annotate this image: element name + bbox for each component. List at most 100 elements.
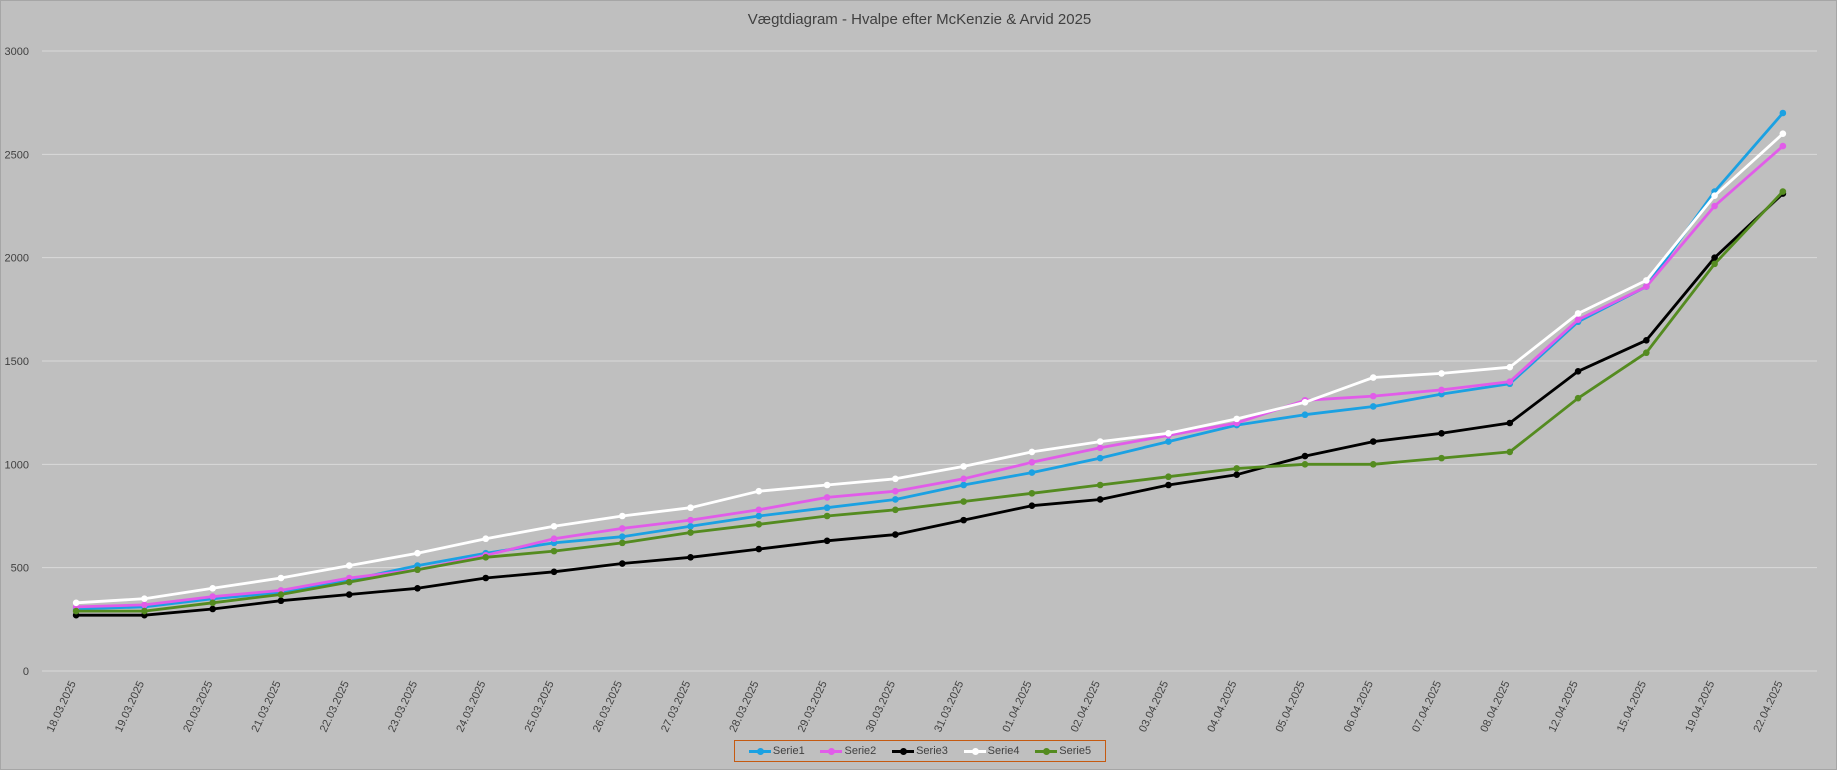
data-point-serie3: [1028, 502, 1036, 509]
data-point-serie2: [1028, 458, 1036, 466]
data-point-serie4: [72, 599, 80, 607]
data-point-serie4: [141, 595, 148, 602]
line-chart: 0 500 1000 1500 2000 2500 3000 18.03.2025 19.03.…: [5, 46, 1817, 734]
data-point-serie5: [892, 506, 899, 514]
legend-swatch: [963, 746, 986, 756]
data-point-serie4: [277, 574, 285, 582]
x-tick-label: 23.03.2025: [386, 679, 420, 734]
data-point-serie4: [1233, 415, 1241, 423]
data-point-serie1: [1096, 454, 1104, 462]
data-point-serie3: [209, 605, 216, 613]
data-point-serie2: [141, 601, 148, 609]
data-point-serie3: [1301, 452, 1309, 460]
data-point-serie1: [960, 481, 967, 489]
data-point-serie2: [1369, 392, 1377, 400]
series-line-serie5: [76, 190, 1784, 613]
data-point-serie2: [755, 506, 763, 514]
data-point-serie5: [1233, 465, 1241, 472]
data-point-serie5: [550, 547, 558, 555]
x-tick-label: 18.03.2025: [45, 679, 79, 734]
data-point-serie3: [1711, 254, 1718, 261]
data-point-serie4: [550, 523, 558, 530]
data-point-serie4: [687, 504, 694, 512]
x-tick-label: 31.03.2025: [932, 679, 966, 734]
x-tick-label: 04.04.2025: [1205, 679, 1239, 734]
data-point-serie3: [277, 597, 285, 605]
y-tick-label: 1500: [5, 356, 29, 368]
series-line-serie4: [76, 132, 1784, 605]
data-point-serie4: [482, 535, 490, 543]
x-tick-label: 12.04.2025: [1547, 679, 1581, 734]
data-point-serie5: [1506, 448, 1514, 456]
x-tick-label: 15.04.2025: [1615, 679, 1649, 734]
data-point-serie1: [1779, 109, 1787, 117]
legend-label: Serie5: [1059, 745, 1092, 757]
x-tick-label: 27.03.2025: [659, 679, 693, 734]
x-tick-label: 08.04.2025: [1478, 679, 1512, 734]
x-tick-label: 01.04.2025: [1000, 679, 1034, 734]
data-point-serie4: [755, 487, 763, 495]
data-point-serie5: [618, 539, 626, 547]
data-point-serie5: [277, 591, 285, 598]
data-point-serie5: [823, 512, 831, 520]
data-point-serie2: [1711, 202, 1718, 210]
data-point-serie3: [1233, 471, 1241, 478]
data-point-serie2: [1438, 386, 1445, 394]
data-point-serie5: [141, 607, 148, 615]
x-tick-label: 21.03.2025: [250, 679, 284, 734]
data-point-serie4: [1643, 277, 1650, 284]
legend-swatch: [748, 746, 771, 756]
data-point-serie3: [345, 591, 353, 598]
series-line-serie2: [76, 145, 1784, 609]
data-point-serie5: [1779, 188, 1787, 195]
data-point-serie5: [209, 599, 216, 607]
data-point-serie4: [618, 512, 626, 520]
data-point-serie4: [1506, 363, 1514, 371]
data-point-serie4: [960, 463, 967, 470]
data-point-serie3: [1369, 438, 1377, 445]
legend-item-serie5: Serie5: [1035, 745, 1091, 757]
data-point-serie5: [1643, 349, 1650, 357]
x-tick-label: 03.04.2025: [1137, 679, 1171, 734]
legend-swatch: [892, 746, 915, 756]
chart-title: Vægtdiagram - Hvalpe efter McKenzie & Ar…: [747, 11, 1092, 28]
x-tick-label: 20.03.2025: [181, 679, 215, 734]
data-point-serie3: [550, 568, 558, 576]
data-point-serie3: [755, 545, 763, 553]
x-tick-label: 02.04.2025: [1069, 679, 1103, 734]
y-tick-label: 2000: [5, 253, 29, 265]
legend-label: Serie1: [772, 745, 805, 757]
data-point-serie3: [960, 516, 967, 524]
legend-label: Serie2: [844, 745, 877, 757]
data-point-serie3: [618, 560, 626, 567]
data-point-serie5: [1711, 260, 1718, 268]
data-point-serie5: [687, 529, 694, 536]
data-point-serie4: [1028, 448, 1036, 456]
y-tick-label: 500: [11, 563, 29, 575]
data-point-serie2: [1779, 142, 1787, 150]
legend-label: Serie4: [987, 745, 1020, 757]
data-point-serie3: [892, 531, 899, 538]
data-point-serie1: [1369, 403, 1377, 410]
x-tick-label: 05.04.2025: [1274, 679, 1308, 734]
data-point-serie2: [823, 494, 831, 501]
legend-item-serie4: Serie4: [963, 745, 1020, 757]
legend-item-serie3: Serie3: [892, 745, 948, 757]
data-point-serie3: [1643, 337, 1650, 344]
data-point-serie4: [1711, 192, 1718, 199]
x-tick-label: 22.04.2025: [1751, 679, 1785, 734]
data-point-serie5: [1369, 461, 1377, 468]
data-point-serie2: [1574, 316, 1582, 323]
data-point-serie2: [1096, 444, 1104, 452]
data-point-serie5: [482, 554, 490, 561]
data-point-serie3: [1165, 481, 1172, 489]
data-point-serie2: [209, 593, 216, 600]
x-tick-label: 26.03.2025: [591, 679, 625, 734]
legend-item-serie1: Serie1: [748, 745, 805, 757]
legend-label: Serie3: [916, 745, 948, 757]
data-point-serie4: [209, 585, 216, 592]
data-point-serie3: [687, 554, 694, 561]
x-tick-label: 19.04.2025: [1683, 679, 1717, 734]
legend-swatch: [1035, 746, 1058, 756]
data-point-serie5: [345, 578, 353, 586]
